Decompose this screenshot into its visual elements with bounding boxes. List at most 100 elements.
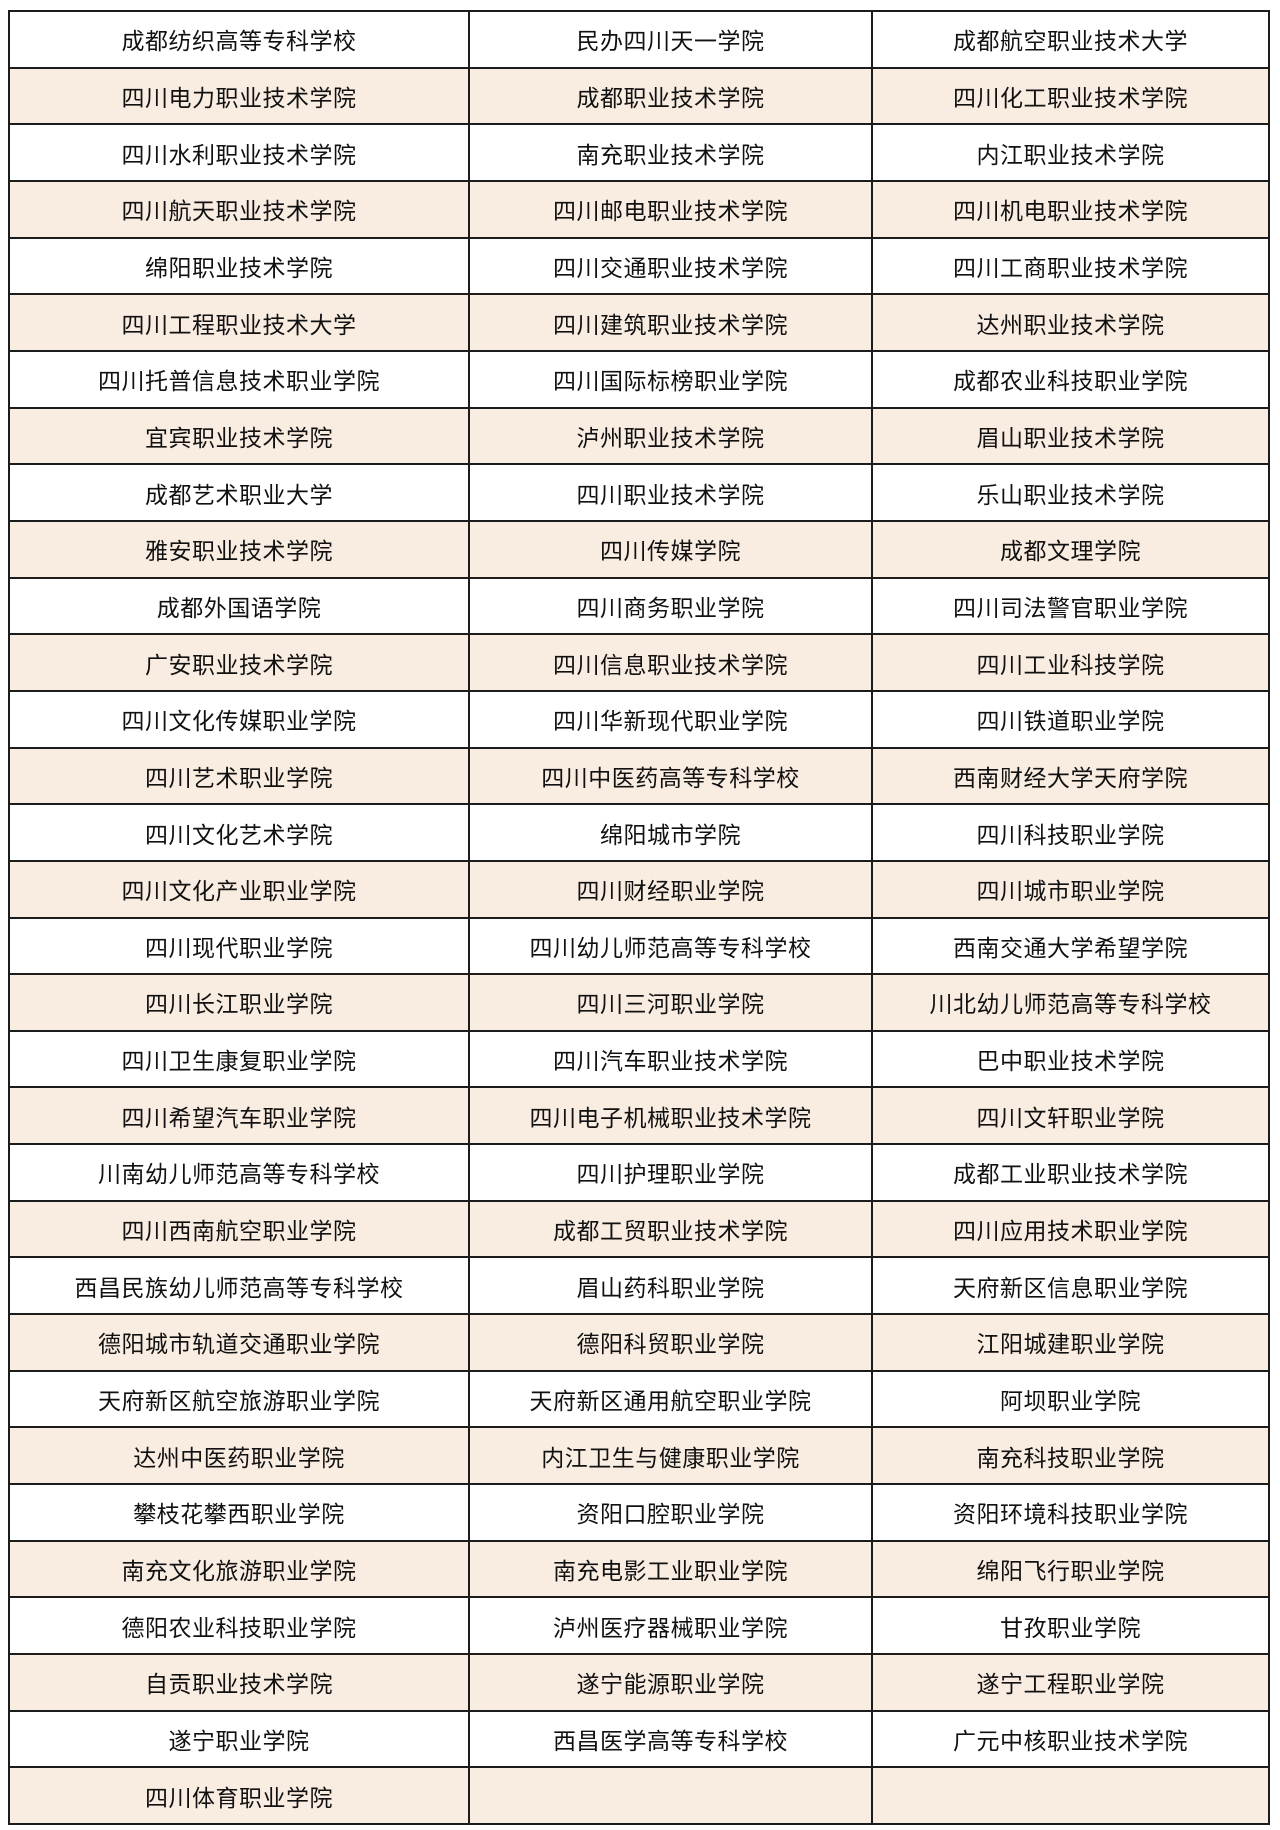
table-row: 四川希望汽车职业学院 四川电子机械职业技术学院 四川文轩职业学院 <box>8 1086 1270 1146</box>
school-name-cell: 眉山职业技术学院 <box>871 406 1270 466</box>
table-row: 遂宁职业学院 西昌医学高等专科学校 广元中核职业技术学院 <box>8 1709 1270 1769</box>
school-name-cell: 甘孜职业学院 <box>871 1596 1270 1656</box>
table-row: 广安职业技术学院 四川信息职业技术学院 四川工业科技学院 <box>8 633 1270 692</box>
school-name-cell: 四川护理职业学院 <box>467 1143 874 1202</box>
table-row: 宜宾职业技术学院 泸州职业技术学院 眉山职业技术学院 <box>8 406 1270 466</box>
school-name-cell: 西南财经大学天府学院 <box>871 746 1270 806</box>
school-name-cell: 乐山职业技术学院 <box>871 463 1270 522</box>
school-name-cell: 四川工商职业技术学院 <box>871 236 1270 296</box>
school-name-cell: 江阳城建职业学院 <box>871 1313 1270 1372</box>
school-name-cell: 四川化工职业技术学院 <box>871 66 1270 126</box>
school-name-cell: 四川职业技术学院 <box>467 463 874 522</box>
school-name-cell: 宜宾职业技术学院 <box>8 406 470 466</box>
table-row: 攀枝花攀西职业学院 资阳口腔职业学院 资阳环境科技职业学院 <box>8 1483 1270 1542</box>
table-row: 四川西南航空职业学院 成都工贸职业技术学院 四川应用技术职业学院 <box>8 1199 1270 1259</box>
school-name-cell: 天府新区航空旅游职业学院 <box>8 1369 470 1429</box>
school-name-cell: 四川希望汽车职业学院 <box>8 1086 470 1146</box>
school-name-cell: 四川商务职业学院 <box>467 576 874 636</box>
school-name-cell: 四川司法警官职业学院 <box>871 576 1270 636</box>
school-name-cell: 达州中医药职业学院 <box>8 1426 470 1486</box>
table-row: 四川航天职业技术学院 四川邮电职业技术学院 四川机电职业技术学院 <box>8 179 1270 239</box>
school-name-cell: 四川三河职业学院 <box>467 973 874 1032</box>
table-row: 达州中医药职业学院 内江卫生与健康职业学院 南充科技职业学院 <box>8 1426 1270 1486</box>
school-name-cell: 四川信息职业技术学院 <box>467 633 874 692</box>
school-name-cell: 四川工业科技学院 <box>871 633 1270 692</box>
school-name-cell: 广元中核职业技术学院 <box>871 1709 1270 1769</box>
table-row: 四川电力职业技术学院 成都职业技术学院 四川化工职业技术学院 <box>8 66 1270 126</box>
table-row: 四川卫生康复职业学院 四川汽车职业技术学院 巴中职业技术学院 <box>8 1029 1270 1089</box>
table-row: 四川现代职业学院 四川幼儿师范高等专科学校 西南交通大学希望学院 <box>8 916 1270 976</box>
school-name-cell: 雅安职业技术学院 <box>8 519 470 579</box>
school-name-cell: 资阳环境科技职业学院 <box>871 1483 1270 1542</box>
school-list-table: 成都纺织高等专科学校 民办四川天一学院 成都航空职业技术大学 四川电力职业技术学院 成都… <box>8 10 1270 1825</box>
school-name-cell: 四川文化传媒职业学院 <box>8 689 470 749</box>
school-name-cell: 西昌民族幼儿师范高等专科学校 <box>8 1256 470 1316</box>
table-row: 德阳城市轨道交通职业学院 德阳科贸职业学院 江阳城建职业学院 <box>8 1313 1270 1372</box>
table-row: 天府新区航空旅游职业学院 天府新区通用航空职业学院 阿坝职业学院 <box>8 1369 1270 1429</box>
school-name-cell: 德阳农业科技职业学院 <box>8 1596 470 1656</box>
table-row: 成都纺织高等专科学校 民办四川天一学院 成都航空职业技术大学 <box>8 10 1270 69</box>
school-name-cell: 四川体育职业学院 <box>8 1766 470 1825</box>
school-name-cell: 川南幼儿师范高等专科学校 <box>8 1143 470 1202</box>
school-name-cell: 广安职业技术学院 <box>8 633 470 692</box>
school-name-cell: 德阳城市轨道交通职业学院 <box>8 1313 470 1372</box>
school-name-cell: 四川幼儿师范高等专科学校 <box>467 916 874 976</box>
table-row: 成都艺术职业大学 四川职业技术学院 乐山职业技术学院 <box>8 463 1270 522</box>
school-name-cell: 四川铁道职业学院 <box>871 689 1270 749</box>
school-name-cell: 四川文化产业职业学院 <box>8 859 470 919</box>
table-row: 四川文化艺术学院 绵阳城市学院 四川科技职业学院 <box>8 803 1270 862</box>
school-name-cell: 四川文化艺术学院 <box>8 803 470 862</box>
school-name-cell: 四川华新现代职业学院 <box>467 689 874 749</box>
school-name-cell: 西昌医学高等专科学校 <box>467 1709 874 1769</box>
table-row: 绵阳职业技术学院 四川交通职业技术学院 四川工商职业技术学院 <box>8 236 1270 296</box>
school-name-cell: 南充文化旅游职业学院 <box>8 1539 470 1599</box>
school-name-cell: 泸州职业技术学院 <box>467 406 874 466</box>
table-row: 四川工程职业技术大学 四川建筑职业技术学院 达州职业技术学院 <box>8 293 1270 352</box>
table-row: 四川长江职业学院 四川三河职业学院 川北幼儿师范高等专科学校 <box>8 973 1270 1032</box>
school-name-cell: 民办四川天一学院 <box>467 10 874 69</box>
table-row: 四川体育职业学院 <box>8 1766 1270 1825</box>
school-name-cell: 四川文轩职业学院 <box>871 1086 1270 1146</box>
school-name-cell: 四川水利职业技术学院 <box>8 123 470 182</box>
school-name-cell: 四川艺术职业学院 <box>8 746 470 806</box>
school-name-cell: 内江卫生与健康职业学院 <box>467 1426 874 1486</box>
table-row: 成都外国语学院 四川商务职业学院 四川司法警官职业学院 <box>8 576 1270 636</box>
school-name-cell: 四川工程职业技术大学 <box>8 293 470 352</box>
school-name-cell: 四川科技职业学院 <box>871 803 1270 862</box>
school-name-cell: 达州职业技术学院 <box>871 293 1270 352</box>
school-name-cell: 泸州医疗器械职业学院 <box>467 1596 874 1656</box>
school-name-cell: 资阳口腔职业学院 <box>467 1483 874 1542</box>
school-name-cell: 四川现代职业学院 <box>8 916 470 976</box>
school-name-cell: 四川机电职业技术学院 <box>871 179 1270 239</box>
school-name-cell: 南充职业技术学院 <box>467 123 874 182</box>
school-name-cell: 成都农业科技职业学院 <box>871 349 1270 409</box>
table-row: 四川托普信息技术职业学院 四川国际标榜职业学院 成都农业科技职业学院 <box>8 349 1270 409</box>
school-name-cell: 四川航天职业技术学院 <box>8 179 470 239</box>
school-name-cell: 四川邮电职业技术学院 <box>467 179 874 239</box>
table-row: 川南幼儿师范高等专科学校 四川护理职业学院 成都工业职业技术学院 <box>8 1143 1270 1202</box>
school-name-cell: 四川城市职业学院 <box>871 859 1270 919</box>
school-name-cell: 四川长江职业学院 <box>8 973 470 1032</box>
school-name-cell: 四川国际标榜职业学院 <box>467 349 874 409</box>
school-name-cell: 遂宁工程职业学院 <box>871 1653 1270 1712</box>
school-name-cell: 成都纺织高等专科学校 <box>8 10 470 69</box>
school-name-cell: 西南交通大学希望学院 <box>871 916 1270 976</box>
school-name-cell: 遂宁职业学院 <box>8 1709 470 1769</box>
school-name-cell: 四川建筑职业技术学院 <box>467 293 874 352</box>
school-name-cell: 四川应用技术职业学院 <box>871 1199 1270 1259</box>
table-row: 四川艺术职业学院 四川中医药高等专科学校 西南财经大学天府学院 <box>8 746 1270 806</box>
school-name-cell: 自贡职业技术学院 <box>8 1653 470 1712</box>
school-name-cell: 天府新区通用航空职业学院 <box>467 1369 874 1429</box>
school-table-body: 成都纺织高等专科学校 民办四川天一学院 成都航空职业技术大学 四川电力职业技术学院 成都… <box>8 10 1270 1825</box>
table-row: 雅安职业技术学院 四川传媒学院 成都文理学院 <box>8 519 1270 579</box>
table-row: 四川文化传媒职业学院 四川华新现代职业学院 四川铁道职业学院 <box>8 689 1270 749</box>
school-name-cell: 成都职业技术学院 <box>467 66 874 126</box>
school-name-cell: 成都工业职业技术学院 <box>871 1143 1270 1202</box>
school-name-cell: 成都外国语学院 <box>8 576 470 636</box>
school-name-cell: 川北幼儿师范高等专科学校 <box>871 973 1270 1032</box>
school-name-cell: 阿坝职业学院 <box>871 1369 1270 1429</box>
school-name-cell <box>871 1766 1270 1825</box>
school-name-cell: 四川托普信息技术职业学院 <box>8 349 470 409</box>
school-name-cell: 眉山药科职业学院 <box>467 1256 874 1316</box>
school-name-cell: 德阳科贸职业学院 <box>467 1313 874 1372</box>
